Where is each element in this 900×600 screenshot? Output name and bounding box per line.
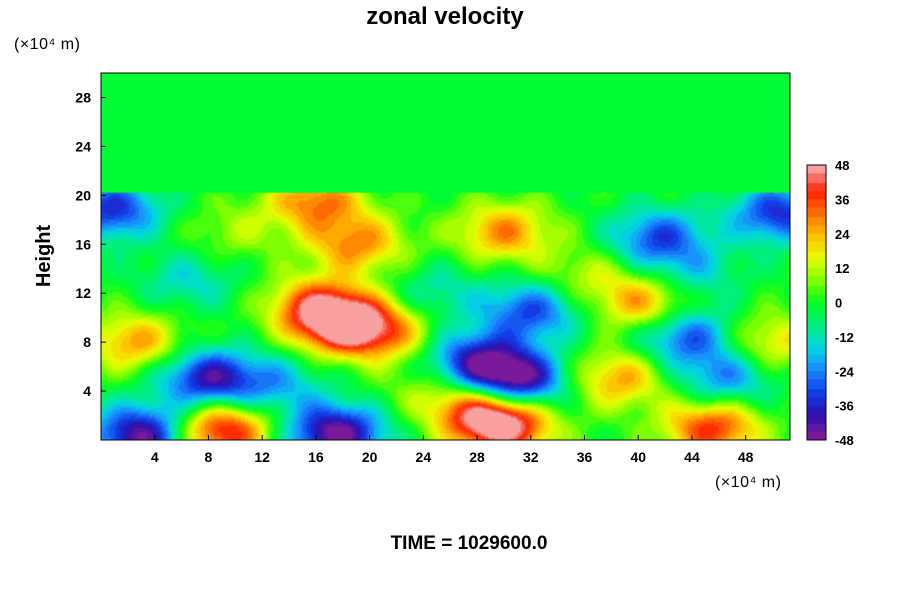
x-axis-ticks: 4 8 12 16 20 24 28 32 36 40 44 48 — [151, 435, 754, 465]
colorbar-scale — [807, 165, 826, 440]
colorbar-tick-label: -24 — [835, 364, 855, 379]
y-tick-label: 28 — [75, 89, 91, 105]
colorbar-tick-label: 12 — [835, 261, 849, 276]
x-tick-label: 4 — [151, 449, 159, 465]
x-tick-label: 12 — [254, 449, 270, 465]
y-tick-label: 20 — [75, 187, 91, 203]
x-tick-label: 32 — [523, 449, 539, 465]
x-tick-label: 20 — [362, 449, 378, 465]
colorbar-tick-label: -12 — [835, 330, 854, 345]
x-tick-label: 16 — [308, 449, 324, 465]
y-tick-label: 4 — [83, 383, 91, 399]
colorbar-tick-label: 36 — [835, 192, 849, 207]
velocity-field — [101, 73, 790, 440]
colorbar-tick-label: 24 — [835, 227, 850, 242]
colorbar-ticks: 48 36 24 12 0 -12 -24 -36 -48 — [835, 158, 855, 448]
y-tick-label: 24 — [75, 138, 91, 154]
x-tick-label: 28 — [469, 449, 485, 465]
y-axis-label: Height — [33, 225, 55, 288]
x-axis-unit: (×10⁴ m) — [715, 474, 781, 491]
y-tick-label: 8 — [83, 334, 91, 350]
plot-frame — [100, 72, 791, 441]
colorbar-tick-label: -48 — [835, 433, 854, 448]
x-tick-label: 44 — [684, 449, 700, 465]
y-axis-ticks: 4 8 12 16 20 24 28 — [75, 89, 106, 399]
y-tick-label: 12 — [75, 285, 91, 301]
x-tick-label: 36 — [577, 449, 593, 465]
colorbar-tick-label: 0 — [835, 296, 842, 311]
time-label: TIME = 1029600.0 — [391, 533, 548, 554]
colorbar: 48 36 24 12 0 -12 -24 -36 -48 — [806, 158, 855, 448]
x-tick-label: 48 — [738, 449, 754, 465]
colorbar-tick-label: -36 — [835, 399, 854, 414]
x-tick-label: 24 — [416, 449, 432, 465]
colorbar-frame — [806, 164, 827, 441]
x-tick-label: 8 — [205, 449, 213, 465]
chart-title: zonal velocity — [366, 3, 524, 30]
colorbar-tick-label: 48 — [835, 158, 849, 173]
y-axis-unit: (×10⁴ m) — [14, 36, 80, 53]
y-tick-label: 16 — [75, 236, 91, 252]
x-tick-label: 40 — [630, 449, 646, 465]
